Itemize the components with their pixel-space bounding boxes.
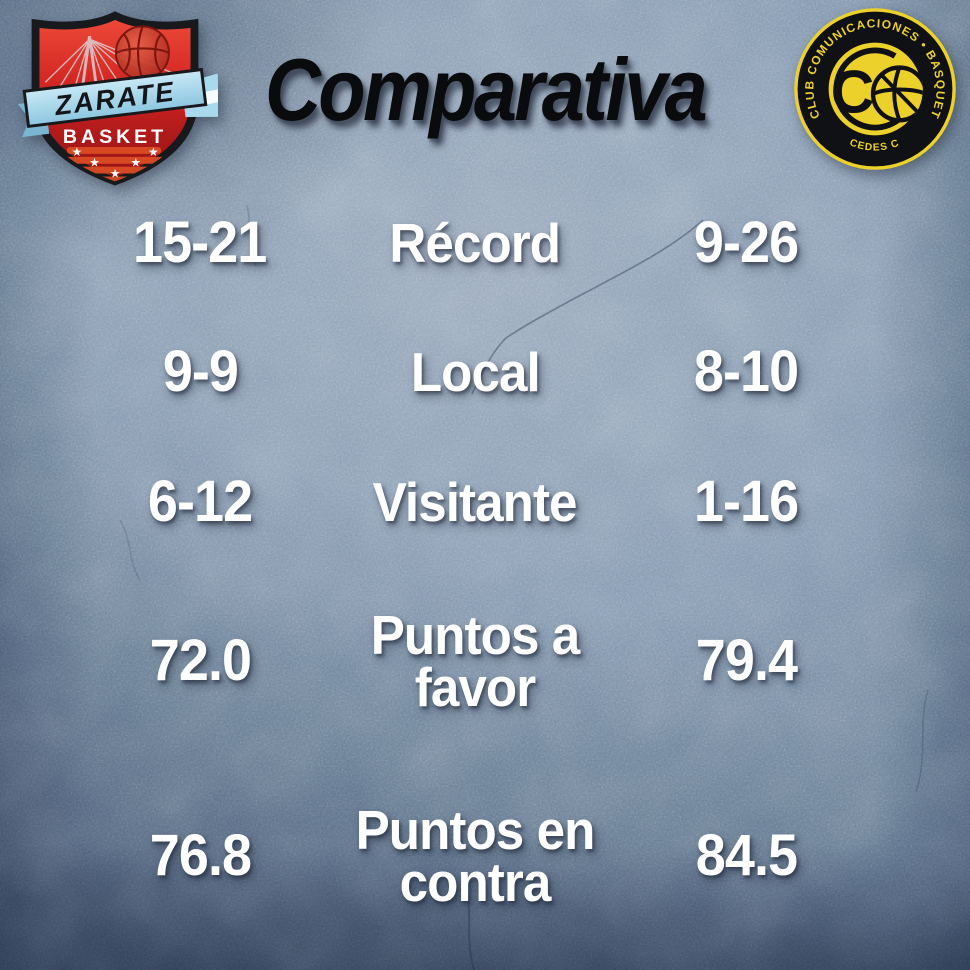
star-icons: ★ ★ ★ ★ ★ xyxy=(71,146,158,181)
emblem-letter: C xyxy=(831,57,875,125)
stat-row-visitante: 6-12 Visitante 1-16 xyxy=(0,467,970,537)
stat-row-puntos-favor: 72.0 Puntos a favor 79.4 xyxy=(0,586,970,736)
stat-row-record: 15-21 Récord 9-26 xyxy=(0,208,970,278)
visitante-label: Visitante xyxy=(373,470,578,533)
right-local-value: 8-10 xyxy=(693,339,799,405)
stat-row-puntos-contra: 76.8 Puntos en contra 84.5 xyxy=(0,781,970,931)
puntos-favor-label: Puntos a favor xyxy=(370,603,580,718)
page-title: Comparativa xyxy=(264,40,708,139)
left-record-value: 15-21 xyxy=(133,210,267,276)
right-visitante-value: 1-16 xyxy=(693,469,799,535)
stat-row-local: 9-9 Local 8-10 xyxy=(0,337,970,407)
star-icon: ★ xyxy=(89,157,100,170)
star-icon: ★ xyxy=(148,146,159,159)
left-local-value: 9-9 xyxy=(162,339,238,405)
comunicaciones-logo: CLUB COMUNICACIONES • BASQUET MERCEDES C… xyxy=(792,6,956,170)
left-visitante-value: 6-12 xyxy=(147,469,253,535)
basketball-icon xyxy=(115,25,170,81)
header: Comparativa xyxy=(0,46,970,134)
puntos-contra-label: Puntos en contra xyxy=(355,798,596,913)
record-label: Récord xyxy=(389,211,562,274)
local-label: Local xyxy=(410,340,541,403)
zarate-sub-text: BASKET xyxy=(63,126,167,148)
right-puntos-favor-value: 79.4 xyxy=(695,628,797,694)
emblem-basketball-icon xyxy=(870,65,923,123)
right-puntos-contra-value: 84.5 xyxy=(695,823,797,889)
left-puntos-favor-value: 72.0 xyxy=(149,628,251,694)
star-icon: ★ xyxy=(130,157,141,170)
star-icon: ★ xyxy=(71,146,82,159)
right-record-value: 9-26 xyxy=(693,210,799,276)
zarate-basket-logo: ★ ★ ★ ★ ★ ZARATE BASKET xyxy=(17,11,218,186)
star-icon: ★ xyxy=(110,167,121,180)
left-puntos-contra-value: 76.8 xyxy=(149,823,251,889)
